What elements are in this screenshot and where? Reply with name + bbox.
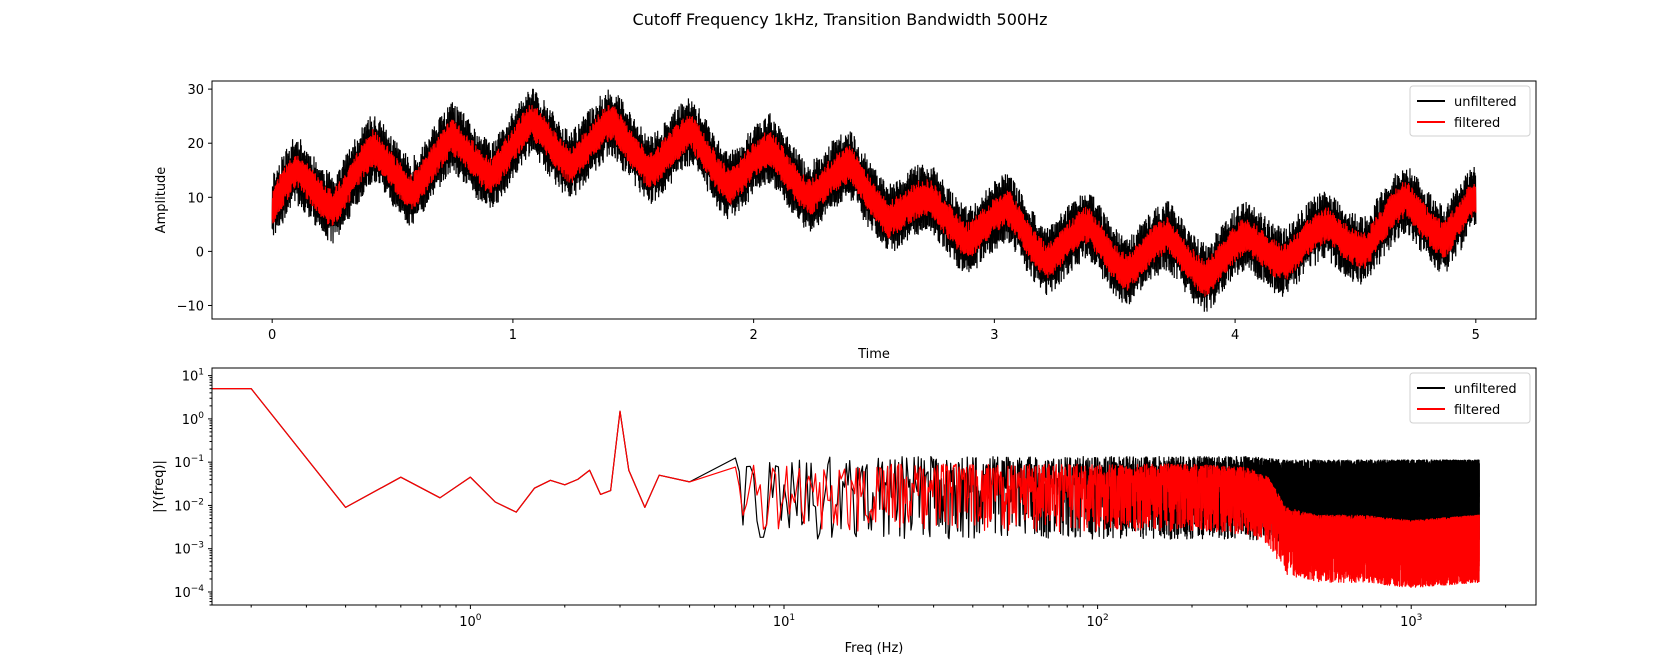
legend-label-filtered: filtered: [1454, 403, 1500, 418]
series-line-filtered: [271, 105, 1477, 297]
plot-frame: [211, 367, 1537, 606]
x-tick-label: 1: [509, 328, 517, 343]
legend-box: [1409, 372, 1531, 424]
y-tick-label: 101: [182, 368, 204, 385]
x-tick-label: 2: [749, 328, 757, 343]
legend-box: [1409, 85, 1531, 137]
y-tick-label: 0: [196, 245, 204, 260]
x-tick-label: 0: [268, 328, 276, 343]
series-line-unfiltered: [271, 88, 1477, 312]
x-tick-label: 4: [1231, 328, 1239, 343]
legend-label-unfiltered: unfiltered: [1454, 95, 1517, 110]
y-tick-label: −10: [177, 299, 204, 314]
figure-title: Cutoff Frequency 1kHz, Transition Bandwi…: [632, 10, 1048, 29]
x-tick-label: 100: [459, 613, 482, 630]
y-tick-label: 30: [187, 83, 204, 98]
time-domain-chart: 0 1 2 3 4 5 −10 0 10 20 30 Time Amplitude unfiltered f…: [154, 80, 1537, 362]
plot-frame: [211, 80, 1537, 320]
legend-label-filtered: filtered: [1454, 116, 1500, 131]
x-tick-label: 101: [773, 613, 795, 630]
y-tick-label: 10−1: [174, 454, 204, 471]
y-tick-label: 10−3: [174, 541, 204, 558]
series-line-filtered: [212, 388, 1480, 588]
y-axis-label: Amplitude: [154, 167, 169, 234]
x-axis-label: Freq (Hz): [845, 641, 904, 656]
y-tick-label: 20: [187, 137, 204, 152]
y-tick-label: 10−2: [174, 497, 204, 514]
x-tick-label: 5: [1472, 328, 1480, 343]
y-tick-label: 10−4: [174, 584, 204, 601]
legend-label-unfiltered: unfiltered: [1454, 382, 1517, 397]
y-axis-label: |Y(freq)|: [152, 460, 167, 513]
x-tick-label: 3: [990, 328, 998, 343]
x-axis-label: Time: [857, 347, 890, 362]
y-tick-label: 10: [187, 191, 204, 206]
x-tick-label: 102: [1086, 613, 1108, 630]
frequency-domain-chart: 100 101 102 103 10−4 10−3 10−2 10−1 100 101 Freq (…: [152, 367, 1537, 656]
x-tick-label: 103: [1400, 613, 1422, 630]
y-tick-label: 100: [182, 411, 205, 428]
